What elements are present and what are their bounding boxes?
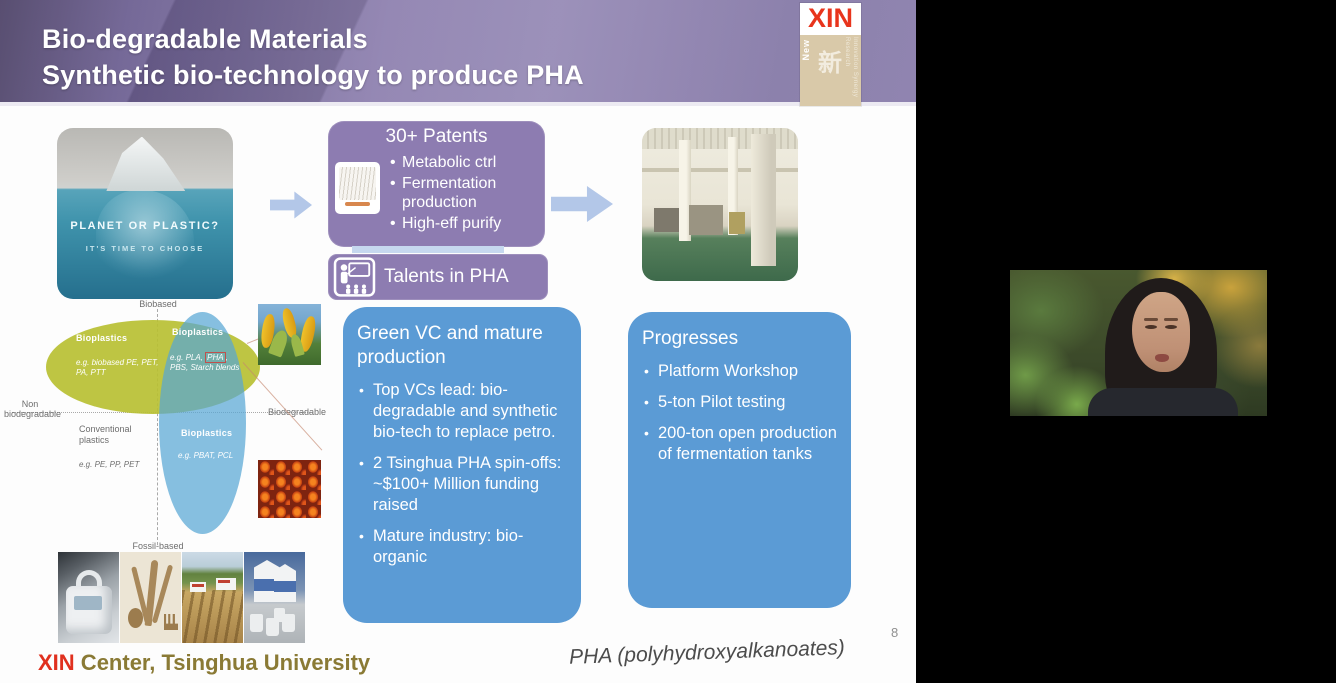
green-vc-bullet: 2 Tsinghua PHA spin-offs: ~$100+ Million… (357, 453, 567, 516)
flow-arrow-icon (270, 191, 312, 219)
venn-yellow-examples: e.g. biobased PE, PET, PA, PTT (76, 358, 159, 377)
slide-page-number: 8 (891, 625, 899, 640)
patents-bullet: High-eff purify (388, 214, 540, 233)
slide-title: Bio-degradable Materials Synthetic bio-t… (42, 21, 584, 93)
venn-vertical-axis (157, 309, 158, 545)
planet-or-plastic-image: PLANET OR PLASTIC? IT'S TIME TO CHOOSE (57, 128, 233, 299)
venn-conventional-examples: e.g. PE, PP, PET (79, 460, 140, 469)
venn-blue-examples: e.g. PBAT, PCL (178, 451, 234, 460)
venn-label-biobased: Biobased (139, 299, 177, 309)
footer-brand-rest: Center, Tsinghua University (74, 650, 371, 675)
presenter-face (1132, 292, 1190, 372)
green-vc-bullet: Mature industry: bio-organic (357, 526, 567, 568)
venn-blue-title: Bioplastics (181, 428, 233, 438)
patents-box: 30+ Patents Metabolic ctrl Fermentation … (328, 121, 545, 247)
palm-fruit-photo (258, 460, 321, 518)
plastic-bag-shape (95, 189, 195, 289)
xin-logo-hanzi: 新 (818, 50, 842, 77)
patents-title: 30+ Patents (385, 126, 488, 147)
pha-highlight: PHA (205, 352, 226, 363)
slide-title-line2: Synthetic bio-technology to produce PHA (42, 60, 584, 90)
pha-caption: PHA (polyhydroxyalkanoates) (568, 636, 846, 669)
green-vc-title: Green VC and mature production (357, 323, 543, 368)
milk-packaging-photo (244, 552, 305, 643)
corn-photo (258, 304, 321, 365)
plastic-bag-photo (58, 552, 119, 643)
iceberg-subline: IT'S TIME TO CHOOSE (85, 244, 205, 254)
box-connector (352, 246, 504, 253)
green-vc-box: Green VC and mature production Top VCs l… (343, 307, 581, 623)
talents-label: Talents in PHA (384, 266, 509, 287)
progresses-bullet: 200-ton open production of fermentation … (642, 423, 837, 465)
venn-overlap-examples: e.g. PLA, PHA, PBS, Starch blends (170, 352, 240, 372)
presenter-webcam-video (1010, 270, 1267, 416)
progresses-bullet-list: Platform Workshop 5-ton Pilot testing 20… (642, 361, 837, 465)
presenter-shoulders (1088, 388, 1238, 416)
venn-label-fossil-based: Fossil-based (132, 541, 184, 551)
xin-center-logo: XIN New 新 Innovation Synergy Research (800, 3, 861, 106)
xin-logo-text: XIN (807, 3, 853, 33)
xin-logo-taglines: Innovation Synergy Research (844, 37, 858, 98)
factory-photo (642, 128, 798, 281)
iceberg-headline: PLANET OR PLASTIC? (70, 220, 220, 233)
green-vc-bullet-list: Top VCs lead: bio-degradable and synthet… (357, 380, 567, 568)
bio-cutlery-photo (120, 552, 181, 643)
green-vc-bullet: Top VCs lead: bio-degradable and synthet… (357, 380, 567, 443)
venn-yellow-title: Bioplastics (76, 333, 128, 343)
teacher-presentation-icon (333, 257, 376, 297)
venn-ellipse-biodegradable (159, 312, 246, 534)
mulch-film-field-photo (182, 552, 243, 643)
venn-conventional-title: Conventional plastics (79, 424, 132, 445)
xin-logo-bottom: New 新 Innovation Synergy Research (800, 35, 861, 106)
patents-bullet: Metabolic ctrl (388, 153, 540, 172)
iceberg-shape (106, 136, 186, 192)
presentation-slide: Bio-degradable Materials Synthetic bio-t… (0, 0, 916, 683)
xin-logo-new-label: New (801, 39, 811, 61)
venn-label-non-biodegradable: Non biodegradable (4, 399, 62, 419)
progresses-bullet: 5-ton Pilot testing (642, 392, 837, 413)
slide-header: Bio-degradable Materials Synthetic bio-t… (0, 0, 916, 106)
patent-documents-icon (335, 162, 380, 214)
venn-label-biodegradable: Biodegradable (268, 407, 327, 417)
patents-bullet-list: Metabolic ctrl Fermentation production H… (388, 151, 540, 233)
footer-brand: XIN Center, Tsinghua University (38, 650, 370, 676)
flow-arrow-icon (551, 186, 613, 222)
slide-title-line1: Bio-degradable Materials (42, 24, 368, 54)
talents-box: Talents in PHA (328, 254, 548, 300)
progresses-box: Progresses Platform Workshop 5-ton Pilot… (628, 312, 851, 608)
progresses-title: Progresses (642, 328, 739, 349)
footer-brand-xin: XIN (38, 650, 75, 675)
patents-bullet: Fermentation production (388, 174, 540, 212)
progresses-bullet: Platform Workshop (642, 361, 837, 382)
venn-overlap-title: Bioplastics (172, 327, 224, 337)
